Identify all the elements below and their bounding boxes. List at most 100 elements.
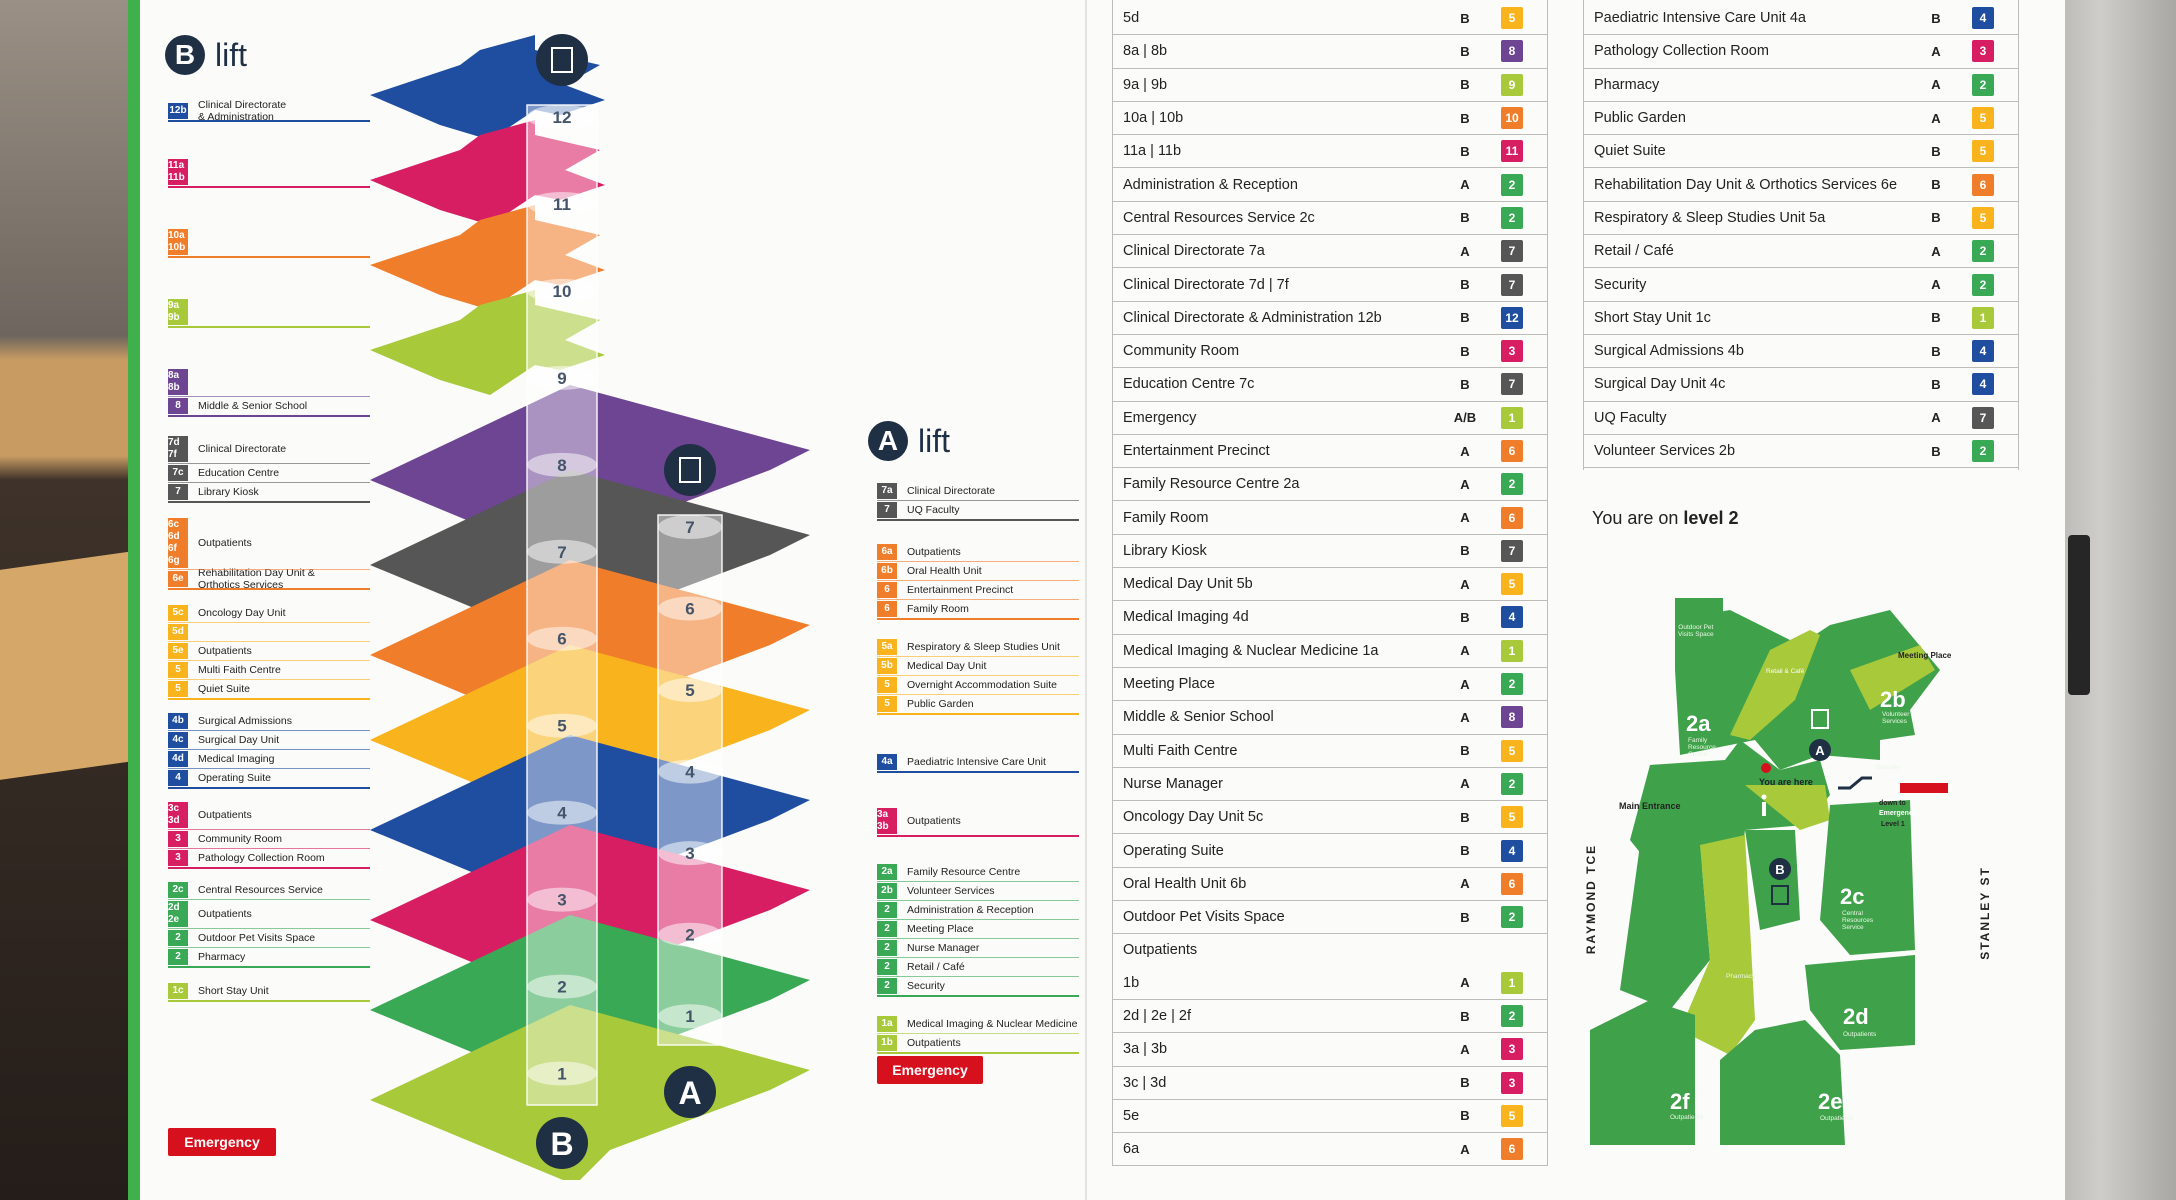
map-west-block bbox=[1620, 845, 1710, 1010]
index-level-badge: 5 bbox=[1501, 1104, 1523, 1127]
floor-group: 12b Clinical Directorate & Administration bbox=[168, 99, 370, 123]
floor-badge: 3 bbox=[168, 831, 188, 847]
floor-badge: 2 bbox=[877, 902, 897, 918]
floor-underline bbox=[168, 1000, 370, 1002]
floor-underline bbox=[168, 326, 370, 328]
index-row: Community Room B 3 bbox=[1113, 335, 1547, 369]
lift-b-marker-letter: B bbox=[550, 1126, 573, 1162]
index-level-badge: 11 bbox=[1501, 140, 1523, 163]
floor-underline bbox=[168, 928, 370, 929]
floor-badge: 2 bbox=[877, 940, 897, 956]
map-2f-block bbox=[1590, 1000, 1695, 1145]
map-lift-b-letter: B bbox=[1775, 862, 1784, 877]
map-label-retail: Retail & Café bbox=[1766, 668, 1805, 675]
index-lift: B bbox=[1460, 310, 1470, 326]
lift-b-floor-number: 3 bbox=[557, 891, 566, 910]
index-level-badge: 1 bbox=[1501, 406, 1523, 429]
floor-badge: 2 bbox=[168, 949, 188, 965]
lift-b-floor-number: 4 bbox=[557, 804, 567, 823]
index-row: Outdoor Pet Visits Space B 2 bbox=[1113, 901, 1547, 935]
floor-underline bbox=[877, 580, 1079, 581]
level-stack-diagram: 12 11 10 9 8 7 6 5 4 3 2 1 B 7 6 5 4 3 2 1 A bbox=[370, 34, 810, 1180]
floor-group: 9a 9b bbox=[168, 298, 370, 328]
floor-label: Outdoor Pet Visits Space bbox=[198, 932, 316, 944]
map-label-emergency: Emergency bbox=[1879, 810, 1917, 817]
floor-badge: 6a bbox=[877, 544, 897, 560]
you-are-here-marker bbox=[1761, 763, 1771, 773]
floor-row: 5e Outpatients bbox=[168, 642, 370, 660]
index-lift: A bbox=[1931, 77, 1941, 93]
floor-badge: 1a bbox=[877, 1016, 897, 1032]
floor-label: Middle & Senior School bbox=[198, 400, 308, 412]
index-level-badge: 5 bbox=[1501, 7, 1523, 30]
floor-row: 4a Paediatric Intensive Care Unit bbox=[877, 753, 1079, 771]
index-row: Clinical Directorate 7d | 7f B 7 bbox=[1113, 268, 1547, 302]
lift-b-floor-number: 1 bbox=[557, 1065, 566, 1084]
index-level-badge: 12 bbox=[1501, 306, 1523, 329]
floor-row: 3 Pathology Collection Room bbox=[168, 849, 370, 867]
floor-label: Medical Imaging & Nuclear Medicine bbox=[907, 1018, 1078, 1030]
lift-b-floor-disc bbox=[527, 626, 597, 651]
floor-label: Respiratory & Sleep Studies Unit bbox=[907, 641, 1060, 653]
map-lift-b-block bbox=[1745, 830, 1800, 930]
floor-row: 7 Library Kiosk bbox=[168, 483, 370, 501]
map-sub-2e: Outpatients bbox=[1820, 1115, 1854, 1122]
index-level-badge: 2 bbox=[1501, 673, 1523, 696]
floor-underline bbox=[168, 787, 370, 789]
lift-b-word: lift bbox=[215, 36, 247, 73]
elevator-icon bbox=[664, 444, 716, 496]
index-level-badge: 3 bbox=[1972, 40, 1994, 63]
floor-row: 6c 6d 6f 6g Outpatients bbox=[168, 517, 370, 569]
floor-group: 3c 3d Outpatients 3 Community Room 3 Patholog… bbox=[168, 801, 370, 869]
floor-underline bbox=[168, 768, 370, 769]
index-destination: Emergency bbox=[1123, 409, 1197, 426]
floor-underline bbox=[168, 749, 370, 750]
elevator-icon-door bbox=[551, 47, 573, 73]
lift-b-floor-disc bbox=[527, 974, 597, 999]
floor-row: 4d Medical Imaging bbox=[168, 750, 370, 768]
background-stair bbox=[0, 550, 140, 780]
floor-group: 6a Outpatients 6b Oral Health Unit 6 Entertai… bbox=[877, 543, 1079, 620]
index-row: Public Garden A 5 bbox=[1584, 102, 2018, 136]
index-destination: Surgical Day Unit 4c bbox=[1594, 376, 1726, 393]
floor-row: 6b Oral Health Unit bbox=[877, 562, 1079, 580]
index-lift: A bbox=[1931, 277, 1941, 293]
index-level-badge: 1 bbox=[1972, 306, 1994, 329]
index-level-badge: 4 bbox=[1972, 340, 1994, 363]
lift-a-title: A lift bbox=[868, 421, 950, 461]
floor-row: 12b Clinical Directorate & Administration bbox=[168, 99, 370, 123]
floor-badge: 7d 7f bbox=[168, 436, 188, 462]
index-level-badge: 4 bbox=[1501, 839, 1523, 862]
floor-label: Security bbox=[907, 980, 945, 992]
floor-group: 7d 7f Clinical Directorate 7c Education Cen… bbox=[168, 435, 370, 503]
floor-underline bbox=[168, 463, 370, 464]
map-label-2f: 2f bbox=[1670, 1089, 1690, 1114]
floor-underline bbox=[877, 675, 1079, 676]
floor-label: Multi Faith Centre bbox=[198, 664, 281, 676]
index-lift: B bbox=[1460, 909, 1470, 925]
index-lift: A bbox=[1460, 443, 1470, 459]
index-row: 3c | 3d B 3 bbox=[1113, 1067, 1547, 1100]
floor-badge: 6b bbox=[877, 563, 897, 579]
lift-b-floor-number: 9 bbox=[557, 369, 566, 388]
index-destination: 3c | 3d bbox=[1123, 1074, 1167, 1091]
floor-label: Volunteer Services bbox=[907, 885, 995, 897]
floor-underline bbox=[168, 501, 370, 503]
floor-row: 5 Quiet Suite bbox=[168, 680, 370, 698]
index-row: UQ Faculty A 7 bbox=[1584, 402, 2018, 435]
index-level-badge: 2 bbox=[1501, 173, 1523, 196]
floor-label: Administration & Reception bbox=[907, 904, 1034, 916]
level-9-slab bbox=[370, 290, 605, 395]
index-row: 3a | 3b A 3 bbox=[1113, 1033, 1547, 1067]
index-destination: 6a bbox=[1123, 1141, 1140, 1158]
map-entrance-wing bbox=[1630, 740, 1830, 870]
index-destination: 9a | 9b bbox=[1123, 76, 1168, 93]
lift-a-floor-number: 4 bbox=[685, 763, 695, 782]
index-row: Medical Day Unit 5b A 5 bbox=[1113, 568, 1547, 602]
index-level-badge: 2 bbox=[1972, 440, 1994, 462]
floor-group: 7a Clinical Directorate 7 UQ Faculty bbox=[877, 482, 1079, 521]
lift-b-floor-number: 5 bbox=[557, 717, 566, 736]
floor-badge: 5a bbox=[877, 639, 897, 655]
index-level-badge: 5 bbox=[1501, 739, 1523, 762]
floor-badge: 10a 10b bbox=[168, 229, 188, 255]
